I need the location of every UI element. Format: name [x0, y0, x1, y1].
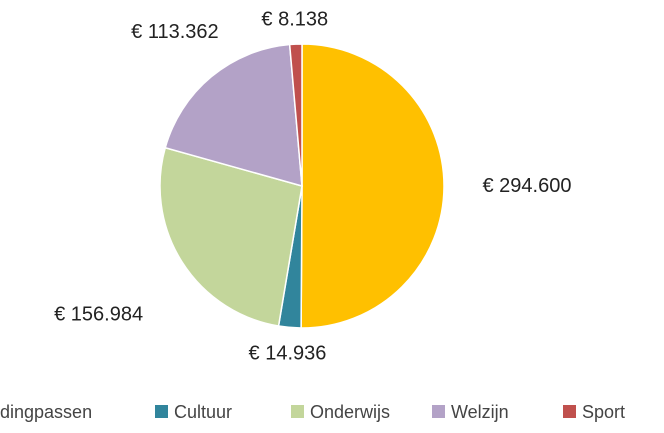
- legend-swatch: [291, 405, 304, 418]
- data-label: € 156.984: [54, 304, 143, 326]
- pie-slice: [300, 43, 445, 329]
- legend-swatch: [563, 405, 576, 418]
- legend-label: Cultuur: [174, 402, 232, 422]
- pie-slice: [164, 43, 303, 188]
- data-label: € 113.362: [131, 21, 219, 43]
- legend-swatch: [432, 405, 445, 418]
- legend-label: Sport: [582, 402, 625, 422]
- legend-label: dingpassen: [0, 402, 92, 422]
- legend-label: Welzijn: [451, 402, 509, 422]
- legend-swatch: [155, 405, 168, 418]
- data-label: € 294.600: [483, 175, 572, 197]
- pie-slice: [288, 43, 303, 187]
- data-label: € 14.936: [249, 343, 327, 365]
- legend-label: Onderwijs: [310, 402, 390, 422]
- data-label: € 8.138: [261, 8, 328, 30]
- pie-slice: [159, 146, 303, 327]
